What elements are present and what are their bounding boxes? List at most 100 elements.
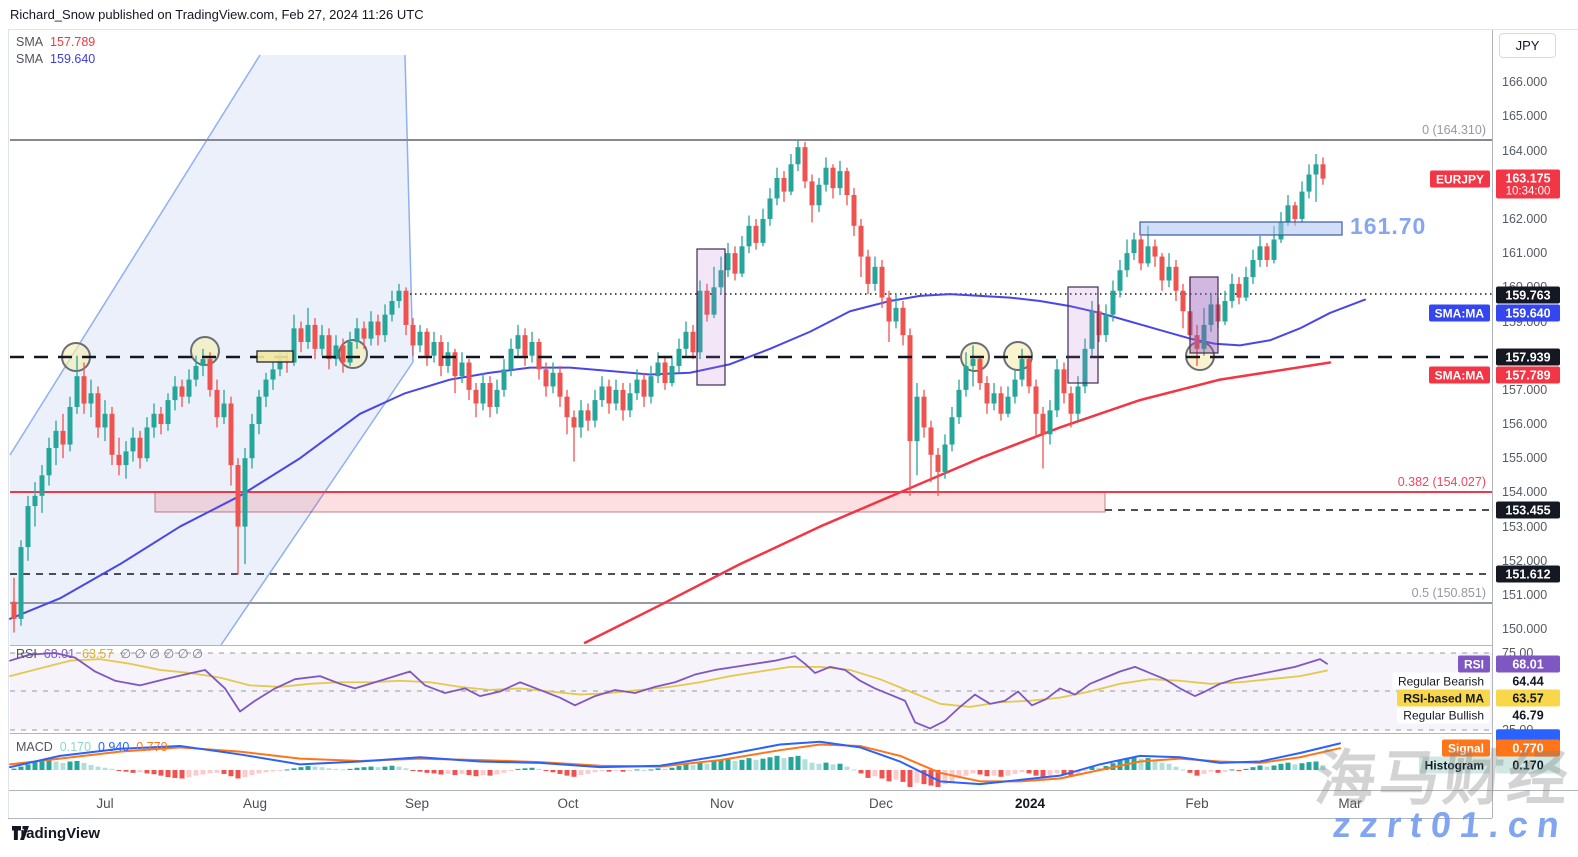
macd-histogram-bar [375, 767, 381, 770]
rsi-badge-value: 68.01 [1496, 655, 1560, 673]
macd-legend[interactable]: MACD 0.170 0.940 0.770 [16, 740, 168, 754]
candle-body [200, 359, 206, 366]
macd-histogram-bar [606, 770, 612, 772]
macd-histogram-bar [403, 768, 409, 770]
macd-histogram-bar [389, 765, 395, 770]
candle-body [1026, 359, 1032, 387]
publish-header: Richard_Snow published on TradingView.co… [10, 7, 424, 22]
macd-histogram-bar [641, 770, 647, 771]
macd-histogram-bar [137, 770, 143, 773]
sma-fast-label: SMA [16, 35, 44, 49]
macd-histogram-bar [564, 770, 570, 776]
candle-body [529, 342, 535, 356]
macd-histogram-bar [326, 768, 332, 770]
candle-body [809, 181, 815, 206]
candle-body [1194, 335, 1200, 349]
macd-histogram-bar [228, 770, 234, 777]
candle-body [781, 177, 787, 192]
tradingview-logo-icon [12, 826, 29, 840]
macd-histogram-bar [746, 758, 752, 770]
candle-body [984, 383, 990, 404]
macd-histogram-bar [893, 770, 899, 780]
macd-histogram-bar [193, 770, 199, 776]
macd-histogram-bar [1229, 769, 1235, 771]
candle-body [18, 547, 24, 619]
macd-histogram-bar [816, 763, 822, 770]
macd-histogram-bar [1159, 762, 1165, 770]
candle-body [1257, 246, 1263, 260]
candle-body [1075, 386, 1081, 414]
macd-histogram-bar [67, 761, 73, 770]
candle-body [389, 300, 395, 315]
macd-histogram-bar [305, 766, 311, 770]
price-tick: 156.000 [1502, 417, 1548, 431]
candle-body [802, 147, 808, 182]
macd-histogram-bar [1180, 769, 1186, 771]
rsi-legend[interactable]: RSI 68.01 63.57 ∅ ∅ ∅ ∅ ∅ ∅ [16, 646, 203, 661]
macd-histogram-bar [718, 760, 724, 770]
candle-body [340, 345, 346, 363]
time-axis-label: Mar [1338, 796, 1362, 811]
macd-histogram-bar [165, 770, 171, 778]
candle-body [900, 307, 906, 336]
watermark-url: zzrt01.cn [1330, 804, 1571, 845]
candle-body [1236, 283, 1242, 298]
macd-histogram-bar [648, 769, 654, 771]
annotation-box [1189, 276, 1219, 354]
currency-toggle-button[interactable]: JPY [1499, 33, 1556, 58]
macd-histogram-bar [1264, 766, 1270, 770]
candle-body [1222, 300, 1228, 322]
candle-body [956, 389, 962, 418]
candle-body [25, 506, 31, 548]
candle-body [1243, 277, 1249, 298]
macd-histogram-bar [690, 764, 696, 770]
tradingview-logo[interactable]: TradingView [12, 825, 100, 842]
macd-histogram-bar [536, 768, 542, 770]
macd-histogram-bar [984, 770, 990, 777]
candle-body [172, 386, 178, 401]
candle-body [1089, 311, 1095, 349]
sma-fast-value: 157.789 [50, 35, 96, 49]
candle-body [669, 365, 675, 384]
price-badge-chip: SMA:MA [1428, 304, 1490, 322]
candle-body [256, 396, 262, 425]
time-axis-label: Feb [1185, 796, 1209, 811]
macd-histogram-bar [480, 770, 486, 776]
candle-body [536, 342, 542, 370]
macd-histogram-bar [102, 767, 108, 770]
macd-histogram-bar [676, 766, 682, 770]
sma-slow-legend[interactable]: SMA 159.640 [16, 52, 95, 66]
candle-body [263, 379, 269, 397]
macd-histogram-bar [823, 762, 829, 770]
candle-body [39, 475, 45, 496]
candle-body [1068, 393, 1074, 414]
macd-histogram-bar [368, 766, 374, 770]
macd-histogram-bar [788, 756, 794, 770]
candle-body [1271, 239, 1277, 260]
macd-histogram-bar [844, 766, 850, 770]
candle-body [970, 359, 976, 366]
sma-fast-legend[interactable]: SMA 157.789 [16, 35, 95, 49]
candle-body [116, 454, 122, 466]
candle-body [704, 290, 710, 315]
candle-body [1103, 314, 1109, 336]
macd-histogram-bar [739, 759, 745, 770]
candle-body [886, 297, 892, 322]
macd-histogram-bar [907, 770, 913, 787]
macd-histogram-bar [312, 766, 318, 770]
breakout-level-label: 161.70 [1350, 213, 1427, 239]
candle-body [1019, 359, 1025, 380]
candle-body [991, 393, 997, 404]
candle-body [977, 359, 983, 384]
candle-body [718, 270, 724, 288]
macd-histogram-bar [1313, 761, 1319, 770]
candle-body [375, 321, 381, 336]
macd-histogram-bar [662, 768, 668, 770]
candle-body [249, 424, 255, 459]
candle-body [1292, 205, 1298, 219]
ascending-channel-line [9, 54, 261, 456]
candle-body [431, 342, 437, 356]
rsi-badge-value: 46.79 [1496, 706, 1560, 724]
candle-body [347, 342, 353, 363]
